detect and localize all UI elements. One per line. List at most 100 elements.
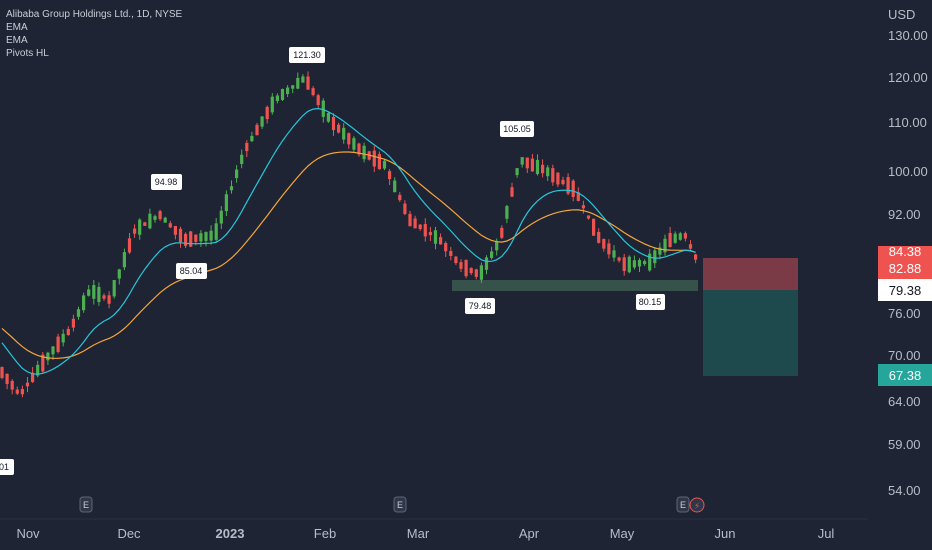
candle-body xyxy=(245,142,249,152)
candle-body xyxy=(153,216,157,220)
stop-price-badge: 82.88 xyxy=(878,257,932,279)
candle-body xyxy=(500,227,504,238)
candle-body xyxy=(484,257,489,270)
symbol-title[interactable]: Alibaba Group Holdings Ltd., 1D, NYSE xyxy=(6,9,183,20)
candle-body xyxy=(551,168,555,183)
candle-body xyxy=(229,186,234,191)
candle-body xyxy=(15,389,19,394)
svg-text:80.15: 80.15 xyxy=(639,297,662,307)
svg-text:94.98: 94.98 xyxy=(155,177,178,187)
candle-body xyxy=(122,252,126,268)
candle-body xyxy=(683,233,687,239)
currency-label[interactable]: USD xyxy=(888,7,915,22)
candle-body xyxy=(76,309,81,317)
earnings-icon[interactable]: E xyxy=(676,496,690,513)
indicator-ema-2[interactable]: EMA xyxy=(6,35,28,46)
candle-body xyxy=(459,262,463,269)
time-tick: Dec xyxy=(117,526,141,541)
ema-fast-line xyxy=(1,107,696,375)
candle-body xyxy=(255,124,259,136)
candle-body xyxy=(648,253,652,271)
candle-body xyxy=(423,224,427,237)
earnings-icon[interactable]: E xyxy=(79,496,93,513)
svg-text:01: 01 xyxy=(0,462,9,472)
candle-body xyxy=(663,238,667,253)
svg-text:E: E xyxy=(397,500,403,510)
pivot-label-high-1: 121.30 xyxy=(289,47,325,63)
candle-body xyxy=(138,219,142,235)
candle-body xyxy=(627,256,631,273)
candle-body xyxy=(5,373,9,384)
time-tick-year: 2023 xyxy=(216,526,245,541)
candle-body xyxy=(530,158,534,172)
candle-body xyxy=(97,286,101,302)
indicator-ema-1[interactable]: EMA xyxy=(6,22,28,33)
candle-body xyxy=(668,232,672,247)
current-price-badge: 79.38 xyxy=(878,279,932,301)
candle-body xyxy=(535,159,540,175)
candle-body xyxy=(602,238,606,249)
candle-body xyxy=(592,218,596,236)
candle-body xyxy=(352,138,356,150)
candle-body xyxy=(168,223,172,228)
pivot-label-low-2: 79.48 xyxy=(465,298,495,314)
candle-body xyxy=(388,171,392,180)
candle-body xyxy=(612,250,616,258)
candle-body xyxy=(224,194,228,212)
candle-body xyxy=(235,169,239,179)
candle-body xyxy=(66,328,70,336)
candle-body xyxy=(306,76,310,90)
candle-body xyxy=(219,210,223,224)
pivot-label-high-3: 94.98 xyxy=(151,174,182,190)
candle-body xyxy=(464,259,468,277)
svg-text:85.04: 85.04 xyxy=(180,266,203,276)
pivot-label-low-1: 85.04 xyxy=(176,263,207,279)
price-tick: 120.00 xyxy=(888,70,928,85)
candle-body xyxy=(566,177,570,194)
candle-body xyxy=(163,217,167,223)
candle-body xyxy=(51,346,55,355)
candle-body xyxy=(439,237,443,245)
candle-body xyxy=(112,280,116,297)
candle-body xyxy=(240,154,244,164)
candle-body xyxy=(148,213,152,229)
candle-body xyxy=(469,268,473,274)
candle-body xyxy=(20,389,24,395)
time-tick: Apr xyxy=(519,526,540,541)
candle-body xyxy=(418,224,422,229)
candle-body xyxy=(214,223,218,240)
earnings-icon[interactable]: E xyxy=(393,496,407,513)
time-tick: Jul xyxy=(818,526,835,541)
candle-body xyxy=(41,354,45,372)
svg-text:79.48: 79.48 xyxy=(469,301,492,311)
candle-body xyxy=(454,256,458,264)
candle-body xyxy=(82,295,86,311)
price-tick: 70.00 xyxy=(888,348,921,363)
candle-body xyxy=(576,192,580,201)
candle-body xyxy=(362,145,366,160)
time-tick: Feb xyxy=(314,526,336,541)
candle-body xyxy=(377,154,381,170)
candle-body xyxy=(479,265,483,280)
svg-text:E: E xyxy=(680,500,686,510)
candle-body xyxy=(209,230,213,241)
candle-body xyxy=(607,243,611,255)
dividend-split-icon[interactable]: ⚡ xyxy=(689,497,705,513)
candle-body xyxy=(331,116,336,131)
candle-body xyxy=(581,205,585,209)
candle-body xyxy=(597,231,601,243)
candle-body xyxy=(184,233,188,246)
candle-body xyxy=(291,85,295,89)
candle-body xyxy=(275,95,279,101)
candle-body xyxy=(260,116,264,127)
indicator-pivots[interactable]: Pivots HL xyxy=(6,48,49,59)
candle-body xyxy=(546,167,550,177)
stop-loss-zone[interactable] xyxy=(703,258,798,290)
take-profit-zone[interactable] xyxy=(703,290,798,376)
candle-body xyxy=(25,382,30,387)
candle-body xyxy=(688,244,693,249)
candle-body xyxy=(31,372,35,382)
svg-text:E: E xyxy=(83,500,89,510)
candle-body xyxy=(0,367,4,378)
